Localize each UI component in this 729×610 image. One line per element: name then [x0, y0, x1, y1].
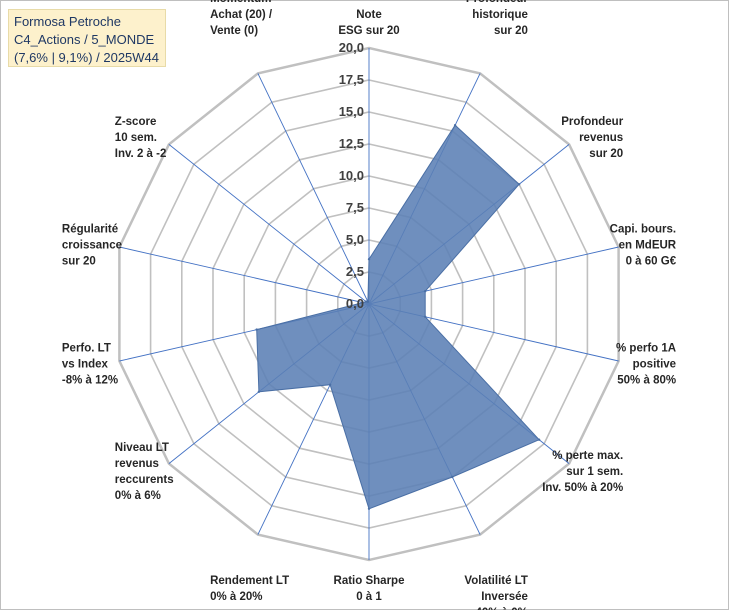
axis-label-line: Niveau LT	[115, 442, 169, 454]
axis-label-line: Ratio Sharpe	[334, 575, 405, 587]
axis-label-line: Profondeur	[466, 0, 528, 5]
axis-label-line: 0 à 1	[356, 591, 382, 603]
data-point-5	[424, 315, 427, 318]
tick-label: 17,5	[339, 72, 364, 87]
axis-label-line: % perte max.	[552, 450, 623, 462]
axis-label-line: sur 1 sem.	[566, 466, 623, 478]
axis-label-12: Régularité croissance sur 20	[62, 223, 122, 267]
axis-label-line: Note	[356, 9, 382, 21]
data-point-9	[328, 383, 332, 386]
axis-label-7: Volatilité LT Inversée 40% à 0%	[464, 575, 527, 610]
axis-label-line: historique	[472, 9, 528, 21]
axis-label-line: 0% à 6%	[115, 490, 161, 502]
data-point-11	[255, 328, 258, 331]
data-point-3	[517, 183, 521, 186]
data-point-1	[367, 258, 371, 261]
axis-label-line: croissance	[62, 239, 122, 251]
axis-label-line: 0% à 20%	[210, 591, 262, 603]
axis-label-line: ESG sur 20	[338, 25, 399, 37]
tick-label: 7,5	[346, 200, 364, 215]
axis-label-line: Momentum	[210, 0, 271, 5]
axis-label-line: sur 20	[589, 148, 623, 160]
axis-label-line: Perfo. LT	[62, 343, 111, 355]
tick-label: 12,5	[339, 136, 364, 151]
axis-label-line: Profondeur	[561, 116, 623, 128]
axis-spoke-12	[119, 246, 370, 305]
axis-label-9: Rendement LT 0% à 20%	[210, 575, 289, 603]
axis-label-line: Volatilité LT	[464, 575, 527, 587]
data-point-6	[537, 438, 541, 441]
axis-label-8: Ratio Sharpe 0 à 1	[334, 575, 405, 603]
axis-label-11: Perfo. LT vs Index -8% à 12%	[62, 343, 118, 387]
axis-label-2: Profondeur historique sur 20	[466, 0, 528, 37]
axis-label-line: 50% à 80%	[617, 375, 676, 387]
axis-label-line: sur 20	[62, 255, 96, 267]
radar-series	[255, 124, 541, 510]
axis-label-line: en MdEUR	[619, 239, 677, 251]
data-point-12	[361, 301, 364, 304]
axis-label-14: Momentum Achat (20) / Vente (0)	[210, 0, 273, 37]
axis-label-line: Z-score	[115, 116, 157, 128]
data-point-7	[451, 475, 454, 479]
data-point-13	[364, 300, 368, 303]
title-line-2: C4_Actions / 5_MONDE	[14, 32, 155, 47]
data-point-2	[453, 124, 457, 127]
axis-label-line: Rendement LT	[210, 575, 289, 587]
axis-label-line: positive	[633, 359, 676, 371]
axis-label-line: 10 sem.	[115, 132, 157, 144]
tick-label: 15,0	[339, 104, 364, 119]
tick-label: 20,0	[339, 40, 364, 55]
axis-label-line: revenus	[115, 458, 159, 470]
axis-label-5: % perfo 1A positive 50% à 80%	[616, 343, 676, 387]
axis-label-line: sur 20	[494, 25, 528, 37]
title-line-1: Formosa Petroche	[14, 14, 121, 29]
axis-label-line: Inv. 2 à -2	[115, 148, 167, 160]
axis-spoke-13	[168, 144, 370, 305]
axis-label-line: Vente (0)	[210, 25, 258, 37]
radar-tick-labels: 0,0 2,5 5,0 7,5 10,0 12,5 15,0 17,5 20,0	[339, 40, 364, 311]
axis-label-6: % perte max. sur 1 sem. Inv. 50% à 20%	[542, 450, 623, 494]
axis-label-line: Capi. bours.	[610, 223, 676, 235]
tick-label: 5,0	[346, 232, 364, 247]
axis-label-line: reccurents	[115, 474, 174, 486]
radar-axis-labels: Note ESG sur 20 Profondeur historique sur 20…	[62, 0, 677, 610]
title-line-3: (7,6% | 9,1%) / 2025W44	[14, 50, 160, 65]
axis-spoke-14	[257, 73, 370, 305]
axis-label-4: Capi. bours. en MdEUR 0 à 60 G€	[610, 223, 677, 267]
axis-label-line: Achat (20) /	[210, 9, 273, 21]
axis-label-line: Régularité	[62, 223, 118, 235]
chart-title-box: Formosa Petroche C4_Actions / 5_MONDE (7…	[8, 9, 166, 67]
data-point-4	[424, 290, 427, 293]
tick-label: 0,0	[346, 296, 364, 311]
data-point-14	[366, 300, 370, 303]
axis-label-3: Profondeur revenus sur 20	[561, 116, 623, 160]
axis-label-13: Z-score 10 sem. Inv. 2 à -2	[115, 116, 167, 160]
axis-label-line: Inversée	[481, 591, 528, 603]
axis-label-1: Note ESG sur 20	[338, 9, 399, 37]
axis-label-line: Inv. 50% à 20%	[542, 482, 623, 494]
data-point-8	[367, 507, 371, 510]
axis-label-line: 0 à 60 G€	[626, 255, 677, 267]
axis-label-line: vs Index	[62, 359, 109, 371]
axis-label-10: Niveau LT revenus reccurents 0% à 6%	[115, 442, 174, 502]
axis-label-line: -8% à 12%	[62, 375, 118, 387]
data-point-10	[257, 390, 261, 393]
tick-label: 2,5	[346, 264, 364, 279]
axis-label-line: % perfo 1A	[616, 343, 676, 355]
tick-label: 10,0	[339, 168, 364, 183]
axis-label-line: 40% à 0%	[475, 607, 527, 610]
axis-label-line: revenus	[579, 132, 623, 144]
